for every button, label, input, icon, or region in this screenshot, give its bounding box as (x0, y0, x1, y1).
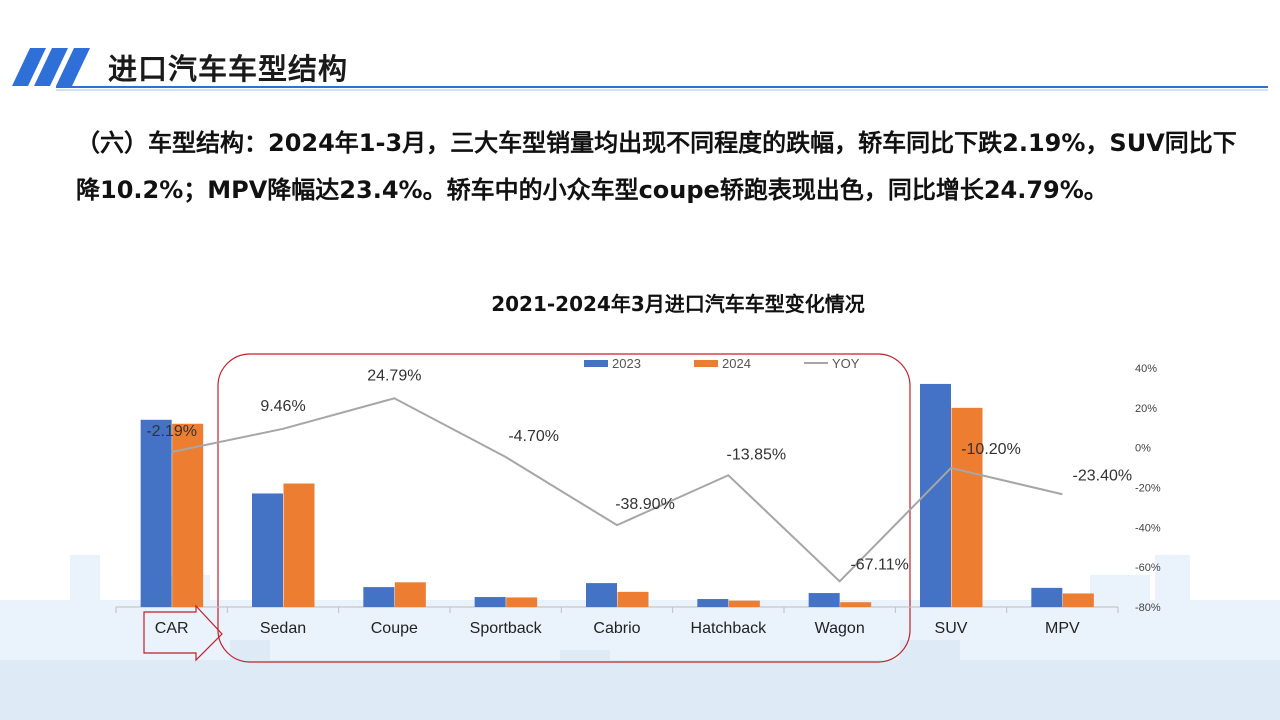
summary-paragraph: （六）车型结构：2024年1-3月，三大车型销量均出现不同程度的跌幅，轿车同比下… (76, 129, 1237, 204)
yoy-data-label: -38.90% (615, 496, 675, 513)
legend-label: 2024 (722, 356, 751, 371)
right-axis-tick-label: 40% (1135, 363, 1157, 375)
highlight-box (217, 353, 911, 663)
right-axis-tick-label: 0% (1135, 443, 1151, 455)
yoy-data-label: -4.70% (508, 428, 559, 445)
bar-2024-coupe (394, 582, 426, 607)
yoy-data-label: -2.19% (146, 423, 197, 440)
category-label: MPV (1045, 620, 1080, 637)
category-label: Sportback (470, 620, 543, 637)
legend-label: 2023 (612, 356, 641, 371)
yoy-data-label: 9.46% (260, 398, 305, 415)
bar-2024-hatchback (728, 600, 760, 607)
bar-2023-sedan (252, 493, 283, 607)
yoy-line (171, 397, 1063, 583)
bar-2024-car (172, 423, 204, 607)
category-label: CAR (155, 620, 189, 637)
category-label: Hatchback (691, 620, 768, 637)
stripe-1 (12, 48, 46, 86)
arrow-pointer-icon (143, 604, 223, 662)
right-axis-tick-label: -80% (1135, 602, 1161, 614)
bar-2023-wagon (808, 593, 840, 607)
category-label: Cabrio (593, 620, 640, 637)
bar-2023-mpv (1031, 587, 1063, 607)
bar-2023-car (140, 419, 172, 607)
stripe-3 (56, 48, 90, 86)
bar-2024-cabrio (617, 591, 649, 607)
yoy-data-label: -13.85% (727, 446, 787, 463)
yoy-data-label: -23.40% (1073, 467, 1133, 484)
right-axis-tick-label: -40% (1135, 522, 1161, 534)
legend-label: YOY (832, 356, 860, 371)
category-label: Wagon (815, 620, 865, 637)
right-axis-tick-label: -60% (1135, 562, 1161, 574)
yoy-data-label: 24.79% (367, 367, 421, 384)
bar-2024-sedan (283, 483, 315, 607)
bar-2024-suv (951, 407, 983, 607)
yoy-data-label: -10.20% (961, 441, 1021, 458)
chart-title: 2021-2024年3月进口汽车车型变化情况 (491, 292, 865, 316)
stripe-2 (34, 48, 68, 86)
page-title: 进口汽车车型结构 (108, 52, 349, 86)
category-label: Coupe (371, 620, 418, 637)
right-axis-tick-label: 20% (1135, 403, 1157, 415)
right-axis-tick-label: -20% (1135, 483, 1161, 495)
yoy-data-label: -67.11% (850, 556, 908, 573)
bar-2024-mpv (1062, 593, 1094, 607)
bar-2024-sportback (506, 597, 538, 607)
bar-2023-hatchback (697, 599, 729, 607)
bar-2024-wagon (840, 602, 872, 607)
legend-swatch (694, 360, 718, 367)
bar-2023-coupe (363, 587, 395, 607)
category-label: SUV (935, 620, 968, 637)
bar-2023-sportback (474, 597, 506, 607)
header-decoration (12, 48, 1268, 91)
category-label: Sedan (260, 620, 306, 637)
legend-swatch (584, 360, 608, 367)
bar-2023-cabrio (586, 583, 617, 607)
